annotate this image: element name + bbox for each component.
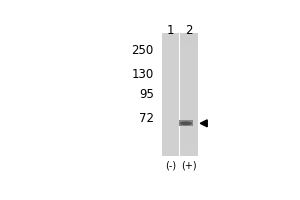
Bar xyxy=(181,138,198,144)
Text: 95: 95 xyxy=(139,88,154,101)
Bar xyxy=(181,33,198,156)
Text: 2: 2 xyxy=(185,24,193,37)
Bar xyxy=(181,58,198,64)
Bar xyxy=(181,70,198,76)
Bar xyxy=(181,132,198,138)
Bar xyxy=(181,64,198,70)
Polygon shape xyxy=(200,120,207,127)
Bar xyxy=(181,107,198,113)
Text: 1: 1 xyxy=(167,24,174,37)
Ellipse shape xyxy=(180,121,192,125)
Bar xyxy=(181,101,198,107)
Bar xyxy=(181,39,198,46)
Bar xyxy=(181,83,198,89)
Bar xyxy=(181,144,198,150)
Text: 72: 72 xyxy=(139,112,154,125)
Bar xyxy=(178,120,193,126)
Text: (-): (-) xyxy=(165,161,176,171)
Bar xyxy=(181,33,198,39)
Bar xyxy=(162,33,179,156)
Bar xyxy=(181,150,198,156)
Bar xyxy=(181,52,198,58)
Text: 250: 250 xyxy=(131,44,154,57)
Text: (+): (+) xyxy=(182,161,197,171)
Bar xyxy=(181,76,198,83)
Bar xyxy=(181,95,198,101)
Bar xyxy=(181,119,198,126)
Bar xyxy=(181,113,198,119)
Bar xyxy=(181,89,198,95)
Text: 130: 130 xyxy=(131,68,154,81)
Bar xyxy=(181,126,198,132)
Bar xyxy=(181,46,198,52)
